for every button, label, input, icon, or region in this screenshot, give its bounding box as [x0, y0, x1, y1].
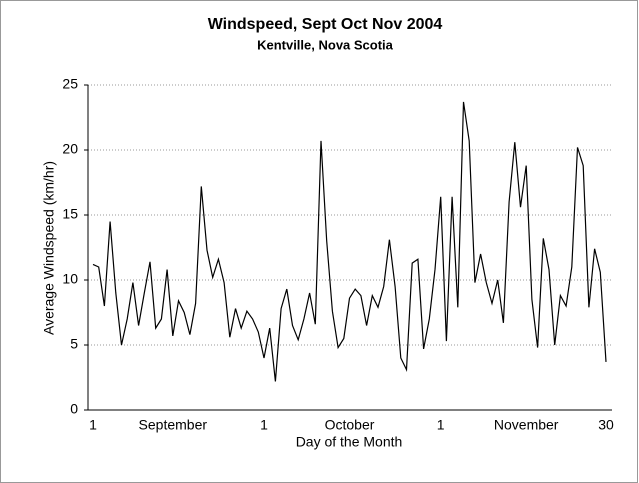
x-tick-label: November: [494, 417, 559, 433]
y-tick-label: 0: [70, 401, 78, 417]
chart-title: Windspeed, Sept Oct Nov 2004: [208, 16, 443, 33]
x-tick-label: September: [139, 417, 208, 433]
y-tick-label: 20: [62, 141, 78, 157]
y-tick-label: 10: [62, 271, 78, 287]
y-tick-label: 15: [62, 206, 78, 222]
x-axis-label: Day of the Month: [296, 434, 403, 450]
x-tick-label: 1: [260, 417, 268, 433]
y-tick-label: 25: [62, 76, 78, 92]
x-tick-label: 1: [437, 417, 445, 433]
x-tick-label: October: [325, 417, 375, 433]
y-tick-label: 5: [70, 336, 78, 352]
y-axis-label: Average Windspeed (km/hr): [41, 161, 57, 335]
data-line: [92, 101, 607, 382]
x-tick-label: 30: [598, 417, 614, 433]
x-tick-label: 1: [89, 417, 97, 433]
chart-subtitle: Kentville, Nova Scotia: [257, 37, 394, 52]
